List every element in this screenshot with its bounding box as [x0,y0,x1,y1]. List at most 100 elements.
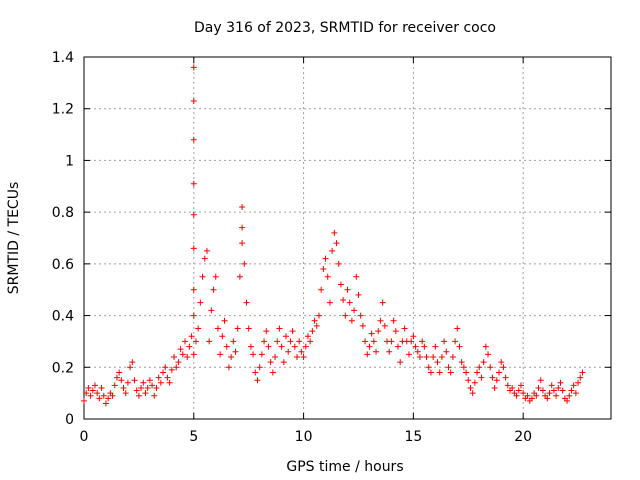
data-point [414,348,421,355]
data-point [252,369,259,376]
data-point [89,387,96,394]
data-point [493,377,500,384]
data-point [239,224,246,231]
data-point [272,353,279,360]
data-point [278,343,285,350]
data-point [203,247,210,254]
data-point [225,364,232,371]
data-point [517,382,524,389]
data-point [116,369,123,376]
data-point [129,359,136,366]
data-point [537,377,544,384]
data-point [478,374,485,381]
data-point [443,348,450,355]
data-point [298,348,305,355]
data-point [570,382,577,389]
data-point [261,338,268,345]
data-point [342,312,349,319]
data-point [346,299,353,306]
data-point [113,374,120,381]
data-point [460,364,467,371]
data-point [524,392,531,399]
data-point [195,325,202,332]
data-point [245,325,252,332]
data-point [210,286,217,293]
data-point [283,333,290,340]
data-point [149,382,156,389]
data-point [337,281,344,288]
data-point [504,382,511,389]
data-point [190,245,197,252]
data-point [489,374,496,381]
data-point [568,387,575,394]
data-point [94,390,101,397]
data-point [190,136,197,143]
data-point [340,297,347,304]
y-tick-label: 0.2 [52,360,74,376]
data-point [239,203,246,210]
data-point [434,359,441,366]
data-point [296,338,303,345]
data-point [421,343,428,350]
data-point [528,395,535,402]
data-point [401,325,408,332]
data-point [498,359,505,366]
y-tick-label: 0.4 [52,309,74,325]
data-point [155,374,162,381]
data-point [166,379,173,386]
data-point [436,369,443,376]
data-point [326,299,333,306]
data-point [469,390,476,397]
data-point [548,382,555,389]
data-point [366,343,373,350]
data-point [509,384,516,391]
data-point [427,369,434,376]
data-point [348,317,355,324]
data-point [502,374,509,381]
data-point [234,325,241,332]
data-point [168,366,175,373]
data-point [100,392,107,399]
data-point [179,351,186,358]
data-point [111,382,118,389]
data-point [359,322,366,329]
data-point [397,359,404,366]
data-point [458,359,465,366]
data-point [186,343,193,350]
data-point [228,353,235,360]
data-point [500,364,507,371]
data-point [188,333,195,340]
data-point [87,392,94,399]
data-point [127,364,134,371]
data-point [463,369,470,376]
y-tick-label: 1 [65,153,74,169]
data-point [487,364,494,371]
data-point [467,384,474,391]
chart-title: Day 316 of 2023, SRMTID for receiver coc… [194,20,496,36]
data-point [357,312,364,319]
data-point [550,387,557,394]
data-point [190,180,197,187]
data-point [138,384,145,391]
data-point [307,338,314,345]
data-point [192,338,199,345]
data-point [250,351,257,358]
data-point [289,328,296,335]
data-point [190,64,197,71]
y-tick-label: 1.2 [52,102,74,118]
data-point [269,369,276,376]
data-point [572,390,579,397]
data-point [197,299,204,306]
data-point [190,312,197,319]
data-point [131,377,138,384]
data-point [535,384,542,391]
data-point [546,390,553,397]
data-point [331,229,338,236]
data-point [515,387,522,394]
data-point [392,328,399,335]
data-point [267,359,274,366]
data-point [386,348,393,355]
data-point [315,312,322,319]
data-point [241,260,248,267]
